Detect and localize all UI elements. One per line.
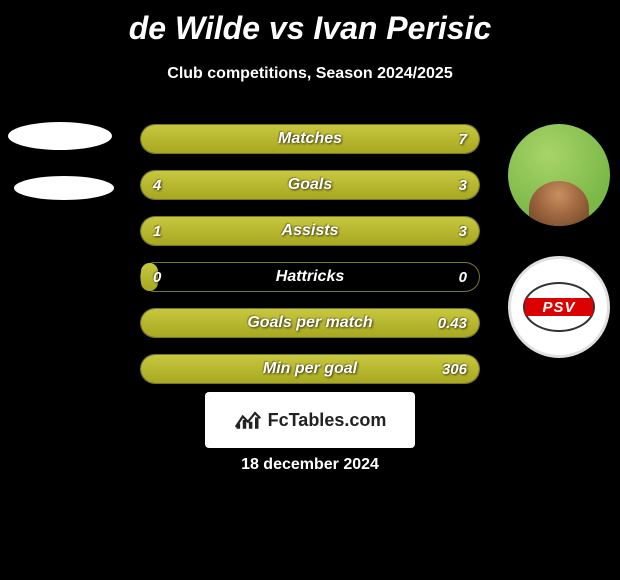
site-badge: FcTables.com xyxy=(205,392,415,448)
placeholder-ellipse xyxy=(14,176,114,200)
stat-row: Min per goal 306 xyxy=(140,354,480,384)
chart-icon xyxy=(234,408,262,432)
comparison-infographic: de Wilde vs Ivan Perisic Club competitio… xyxy=(0,0,620,580)
stats-bars: Matches 7 4 Goals 3 1 Assists 3 0 Hattri… xyxy=(140,124,480,400)
stat-right-value: 0 xyxy=(459,269,467,286)
left-player-placeholder xyxy=(8,122,114,226)
club-logo: PSV xyxy=(508,256,610,358)
stat-right-value: 0.43 xyxy=(438,315,467,332)
right-player-column: PSV xyxy=(508,124,610,388)
stat-row: Matches 7 xyxy=(140,124,480,154)
date: 18 december 2024 xyxy=(241,456,379,474)
stat-label: Matches xyxy=(278,130,342,148)
stat-right-value: 3 xyxy=(459,223,467,240)
stat-left-value: 4 xyxy=(153,177,161,194)
stat-row: 0 Hattricks 0 xyxy=(140,262,480,292)
stat-right-value: 3 xyxy=(459,177,467,194)
stat-right-value: 306 xyxy=(442,361,467,378)
stat-label: Min per goal xyxy=(263,360,357,378)
stat-left-value: 0 xyxy=(153,269,161,286)
stat-right-value: 7 xyxy=(459,131,467,148)
stat-label: Goals per match xyxy=(247,314,372,332)
stat-left-value: 1 xyxy=(153,223,161,240)
placeholder-ellipse xyxy=(8,122,112,150)
page-title: de Wilde vs Ivan Perisic xyxy=(0,0,620,47)
site-label: FcTables.com xyxy=(268,410,387,431)
stat-label: Hattricks xyxy=(276,268,344,286)
stat-row: 4 Goals 3 xyxy=(140,170,480,200)
subtitle: Club competitions, Season 2024/2025 xyxy=(0,65,620,83)
stat-label: Assists xyxy=(282,222,339,240)
stat-label: Goals xyxy=(288,176,332,194)
club-logo-inner: PSV xyxy=(523,282,595,332)
club-logo-text: PSV xyxy=(542,299,575,316)
player-photo xyxy=(508,124,610,226)
stat-row: Goals per match 0.43 xyxy=(140,308,480,338)
stat-row: 1 Assists 3 xyxy=(140,216,480,246)
